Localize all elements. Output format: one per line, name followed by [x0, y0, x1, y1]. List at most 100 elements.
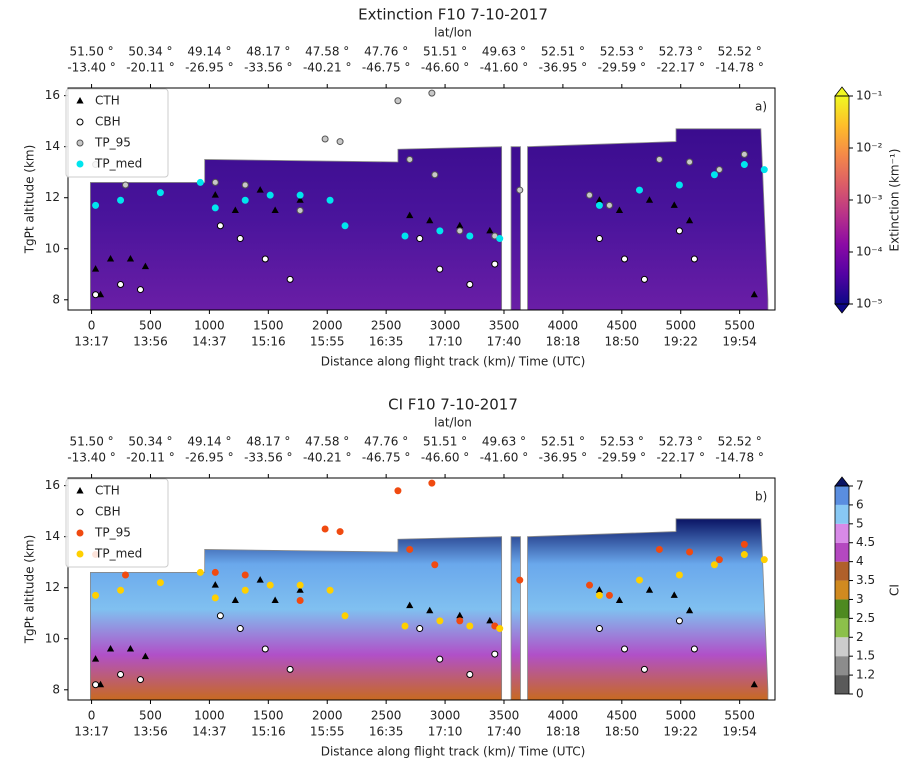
cth-marker — [256, 576, 264, 583]
colorbar-extend — [834, 476, 850, 487]
x-tick-time: 17:10 — [428, 725, 463, 739]
y-tick-label: 14 — [45, 529, 60, 543]
colorbar-tick-label: 0 — [856, 687, 864, 701]
cth-marker — [296, 586, 304, 593]
lat-label: 52.73 ° — [659, 435, 703, 449]
point — [436, 265, 444, 273]
legend-box — [65, 478, 169, 568]
chart-title: CI F10 7-10-2017 — [388, 396, 518, 414]
y-tick-label: 12 — [45, 190, 60, 204]
colorbar-tick-label: 2.5 — [856, 611, 875, 625]
colorbar-segment — [835, 637, 849, 657]
point — [466, 622, 474, 630]
legend-marker — [76, 487, 84, 494]
colorbar — [835, 96, 849, 304]
point — [605, 591, 613, 599]
lon-label: -29.59 ° — [598, 451, 647, 465]
x-tick-time: 13:17 — [74, 725, 109, 739]
cth-marker — [271, 206, 279, 213]
legend-marker — [76, 529, 84, 537]
lat-label: 47.58 ° — [305, 45, 349, 59]
point — [740, 540, 748, 548]
cth-marker — [615, 596, 624, 603]
lon-label: -33.56 ° — [244, 451, 293, 465]
colorbar-segment — [835, 561, 849, 581]
lat-label: 52.52 ° — [718, 45, 762, 59]
cth-marker — [211, 191, 219, 198]
point — [586, 191, 594, 199]
point — [416, 235, 424, 243]
lon-label: -46.75 ° — [362, 61, 411, 75]
point — [686, 158, 694, 166]
lon-label: -26.95 ° — [185, 61, 234, 75]
x-tick-label: 2000 — [312, 709, 343, 723]
point — [595, 201, 603, 209]
lat-label: 50.34 ° — [128, 45, 172, 59]
point — [456, 227, 464, 235]
lat-label: 51.51 ° — [423, 45, 467, 59]
point — [117, 586, 125, 594]
cth-marker — [685, 606, 694, 614]
colorbar-tick-label: 10⁻³ — [856, 193, 883, 207]
lat-label: 51.50 ° — [69, 435, 113, 449]
legend-marker — [76, 508, 84, 516]
point — [394, 487, 402, 495]
x-tick-label: 2000 — [312, 319, 343, 333]
cth-marker — [456, 221, 464, 229]
point — [621, 645, 629, 653]
cth-marker — [106, 254, 115, 262]
colorbar-tick-label: 4 — [856, 554, 864, 568]
colorbar-extend — [834, 303, 850, 314]
colorbar-tick-label: 4.5 — [856, 535, 875, 549]
colorbar-tick-label: 7 — [856, 479, 864, 493]
point — [431, 171, 439, 179]
point — [241, 586, 249, 594]
colorbar-tick-label: 6 — [856, 497, 864, 511]
x-tick-label: 4000 — [548, 319, 579, 333]
x-tick-time: 16:35 — [369, 725, 404, 739]
x-tick-time: 15:55 — [310, 725, 345, 739]
cth-marker — [406, 211, 414, 219]
point — [690, 255, 698, 263]
point — [296, 191, 304, 199]
colorbar-tick-label: 10⁻¹ — [856, 89, 883, 103]
x-tick-label: 1000 — [194, 709, 225, 723]
point — [236, 235, 244, 243]
point — [92, 681, 100, 689]
point — [326, 196, 334, 204]
point — [156, 189, 164, 197]
point — [675, 181, 683, 189]
lon-label: -46.60 ° — [421, 61, 470, 75]
point — [211, 204, 219, 212]
lon-label: -20.11 ° — [126, 451, 175, 465]
colorbar-tick-label: 10⁻⁵ — [856, 297, 883, 311]
colorbar-tick-label: 2 — [856, 630, 864, 644]
lat-label: 52.52 ° — [718, 435, 762, 449]
point — [595, 591, 603, 599]
x-tick-time: 13:56 — [133, 725, 168, 739]
x-tick-label: 3000 — [430, 319, 461, 333]
point — [640, 665, 648, 673]
colorbar-tick-label: 10⁻² — [856, 141, 883, 155]
point — [196, 568, 204, 576]
legend-marker — [76, 550, 84, 558]
lat-label: 48.17 ° — [246, 435, 290, 449]
y-tick-label: 8 — [52, 682, 60, 696]
cth-marker — [256, 186, 264, 193]
x-tick-label: 5500 — [724, 709, 755, 723]
cth-marker — [231, 206, 239, 213]
point — [261, 645, 269, 653]
cth-marker — [750, 290, 758, 298]
point — [491, 260, 499, 268]
panel-label: a) — [755, 100, 767, 114]
lon-label: -29.59 ° — [598, 61, 647, 75]
point — [491, 650, 499, 658]
point — [686, 548, 694, 556]
legend-marker — [76, 160, 84, 168]
lon-label: -14.78 ° — [715, 451, 764, 465]
lon-label: -41.60 ° — [480, 451, 529, 465]
cth-marker — [750, 680, 758, 688]
x-tick-time: 18:50 — [605, 725, 640, 739]
point — [760, 556, 768, 564]
cth-marker — [595, 586, 604, 593]
